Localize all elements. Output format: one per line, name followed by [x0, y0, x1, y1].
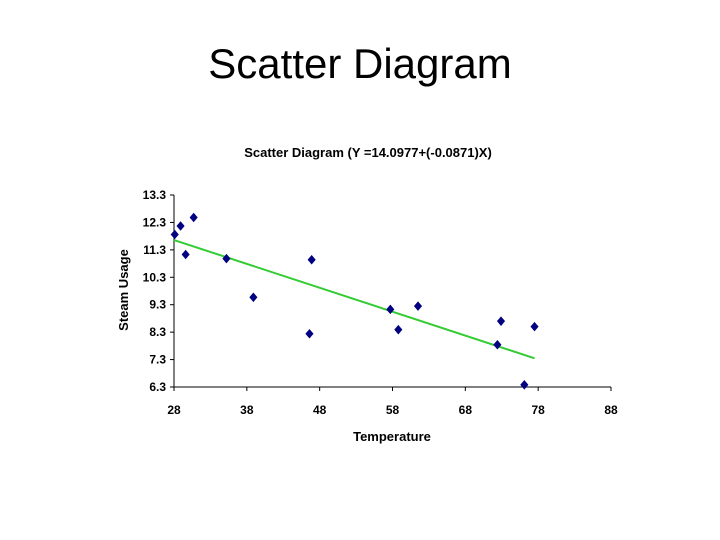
points-group — [170, 212, 539, 390]
data-point — [493, 339, 502, 350]
chart-title: Scatter Diagram (Y =14.0977+(-0.0871)X) — [244, 145, 492, 160]
y-axis-label: Steam Usage — [116, 249, 131, 331]
data-point — [530, 321, 539, 332]
data-point — [496, 316, 506, 326]
data-point — [181, 249, 190, 260]
x-tick-label: 28 — [167, 403, 181, 417]
y-tick-label: 7.3 — [149, 353, 166, 367]
data-point — [520, 380, 529, 390]
x-tick-label: 48 — [313, 403, 327, 417]
y-tick-label: 11.3 — [143, 243, 166, 257]
trendline — [173, 239, 535, 360]
x-tick-label: 68 — [459, 403, 473, 417]
x-axis-label: Temperature — [353, 429, 431, 444]
data-point — [249, 292, 258, 303]
y-tick-label: 8.3 — [149, 325, 166, 339]
trendline-group — [173, 239, 535, 360]
x-tick-label: 58 — [386, 403, 400, 417]
x-tick-label: 88 — [604, 403, 618, 417]
y-tick-label: 10.3 — [143, 270, 167, 284]
y-tick-label: 6.3 — [149, 380, 166, 394]
data-point — [305, 329, 314, 339]
data-point — [189, 212, 198, 223]
data-point — [413, 301, 423, 311]
x-tick-label: 78 — [531, 403, 545, 417]
data-point — [176, 221, 185, 231]
data-point — [394, 324, 403, 335]
axes: 6.3 7.3 8.3 9.3 10.3 11.3 12.3 13.3 28 38 48 58 68 78… — [143, 188, 618, 417]
data-point — [307, 254, 316, 265]
data-point — [170, 229, 179, 240]
y-tick-label: 13.3 — [143, 188, 167, 202]
y-tick-label: 9.3 — [149, 298, 166, 312]
slide-title: Scatter Diagram — [208, 40, 512, 87]
y-tick-label: 12.3 — [143, 215, 167, 229]
data-point — [386, 304, 395, 315]
x-tick-label: 38 — [240, 403, 254, 417]
data-point — [222, 253, 231, 264]
